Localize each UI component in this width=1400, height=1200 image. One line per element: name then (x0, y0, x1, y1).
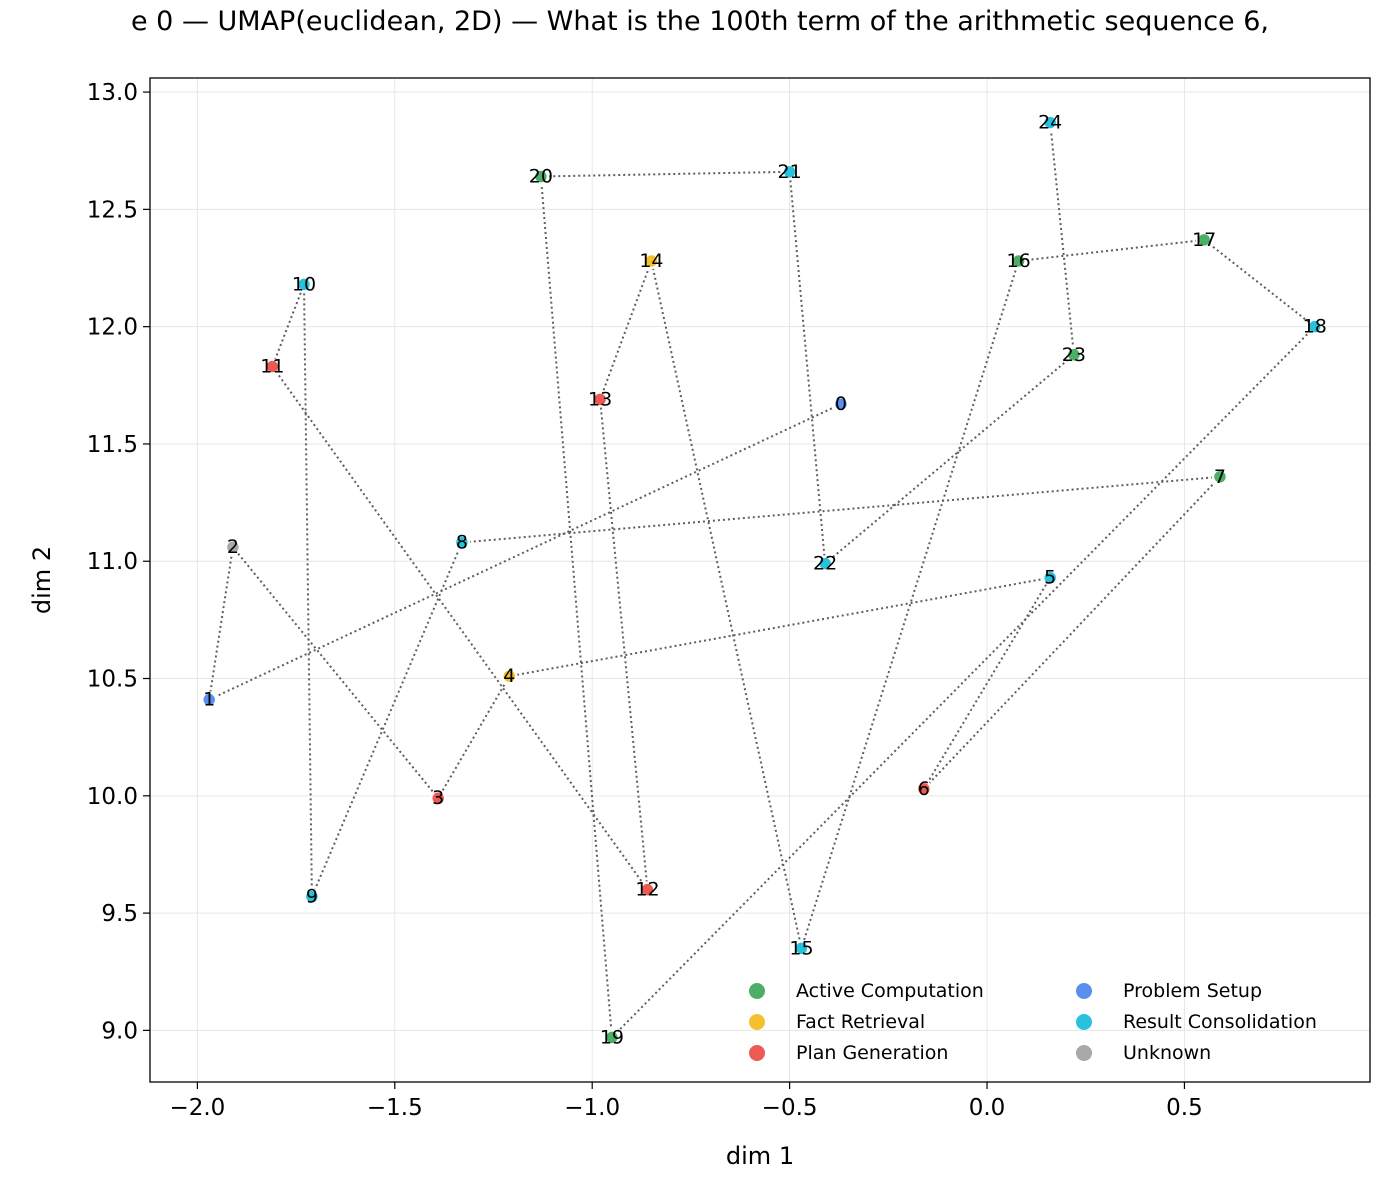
grid (150, 78, 1370, 1082)
legend-marker (1076, 983, 1092, 999)
data-point (1010, 252, 1027, 270)
x-tick-label: 0.5 (1166, 1095, 1203, 1121)
data-point (1065, 346, 1083, 364)
data-point (429, 789, 447, 807)
data-points (200, 114, 1323, 1046)
point-label: 13 (588, 388, 612, 410)
legend-label: Fact Retrieval (796, 1011, 925, 1033)
point-label: 14 (639, 250, 663, 272)
point-label: 0 (835, 393, 847, 415)
trajectory-line (207, 122, 1317, 1040)
data-point (264, 358, 281, 375)
point-label: 7 (1214, 466, 1226, 488)
data-point (1306, 318, 1323, 335)
data-point (1041, 114, 1059, 131)
y-tick-label: 13.0 (87, 80, 138, 106)
legend: Active Computation Fact Retrieval Plan Gen… (749, 980, 1317, 1064)
data-point (532, 168, 550, 185)
data-point (781, 163, 798, 181)
data-point (639, 881, 656, 898)
y-tick-label: 11.5 (87, 432, 138, 458)
data-point (793, 940, 810, 957)
point-label: 16 (1007, 250, 1031, 272)
point-label: 4 (503, 665, 515, 687)
data-point (1211, 468, 1229, 486)
data-point (295, 276, 313, 293)
y-tick-label: 9.0 (101, 1018, 138, 1044)
legend-marker (749, 1045, 765, 1061)
y-tick-label: 10.5 (87, 667, 138, 693)
data-point (303, 888, 321, 905)
y-tick-label: 12.0 (87, 315, 138, 341)
trajectory-path (207, 122, 1317, 1040)
point-label: 18 (1303, 316, 1327, 338)
point-label: 21 (778, 161, 802, 183)
x-tick-label: −1.0 (564, 1095, 620, 1121)
legend-marker (749, 1014, 765, 1030)
legend-label: Unknown (1123, 1042, 1211, 1064)
x-axis-label: dim 1 (726, 1142, 794, 1170)
data-point (501, 667, 518, 685)
point-label: 11 (260, 356, 284, 378)
point-label: 9 (306, 886, 318, 908)
point-label: 23 (1062, 344, 1086, 366)
legend-marker (749, 983, 765, 999)
y-tick-label: 9.5 (101, 901, 138, 927)
chart-title: e 0 — UMAP(euclidean, 2D) — What is the … (131, 6, 1269, 37)
plot-frame (149, 77, 1371, 1083)
data-point (224, 538, 242, 556)
point-label: 5 (1044, 567, 1056, 589)
legend-label: Active Computation (796, 980, 984, 1002)
data-point (1195, 231, 1213, 249)
point-label: 6 (918, 778, 930, 800)
x-tick-label: −1.5 (367, 1095, 423, 1121)
y-tick-label: 11.0 (87, 549, 138, 575)
data-point (591, 391, 609, 408)
point-label: 2 (227, 536, 239, 558)
point-label: 24 (1038, 112, 1062, 134)
point-label: 22 (813, 553, 837, 575)
point-label: 19 (600, 1026, 624, 1048)
legend-marker (1076, 1014, 1092, 1030)
point-label: 15 (789, 937, 813, 959)
data-point (603, 1029, 621, 1046)
point-label: 1 (203, 689, 215, 711)
y-tick-label: 10.0 (87, 784, 138, 810)
y-axis-label: dim 2 (28, 546, 56, 614)
data-point (915, 780, 933, 798)
legend-label: Plan Generation (796, 1042, 948, 1064)
y-tick-label: 12.5 (87, 197, 138, 223)
x-tick-label: −2.0 (169, 1095, 225, 1121)
legend-label: Problem Setup (1123, 980, 1262, 1002)
data-point (832, 395, 850, 413)
x-tick-label: −0.5 (762, 1095, 818, 1121)
point-label: 10 (292, 273, 316, 295)
x-tick-label: 0.0 (969, 1095, 1006, 1121)
axis-ticks: −2.0 −1.5 −1.0 −0.5 0.0 0.5 9.0 9.5 10.0 10.5 11.0… (87, 80, 1203, 1121)
point-label: 20 (529, 166, 553, 188)
point-label: 8 (456, 531, 468, 553)
point-label: 3 (432, 787, 444, 809)
data-point (816, 555, 834, 572)
data-point (1041, 569, 1059, 586)
legend-marker (1076, 1045, 1092, 1061)
data-point (643, 252, 660, 270)
data-point (200, 691, 218, 708)
legend-label: Result Consolidation (1123, 1011, 1317, 1033)
point-label: 12 (635, 879, 659, 901)
point-label: 17 (1192, 229, 1216, 251)
data-point (453, 534, 471, 551)
